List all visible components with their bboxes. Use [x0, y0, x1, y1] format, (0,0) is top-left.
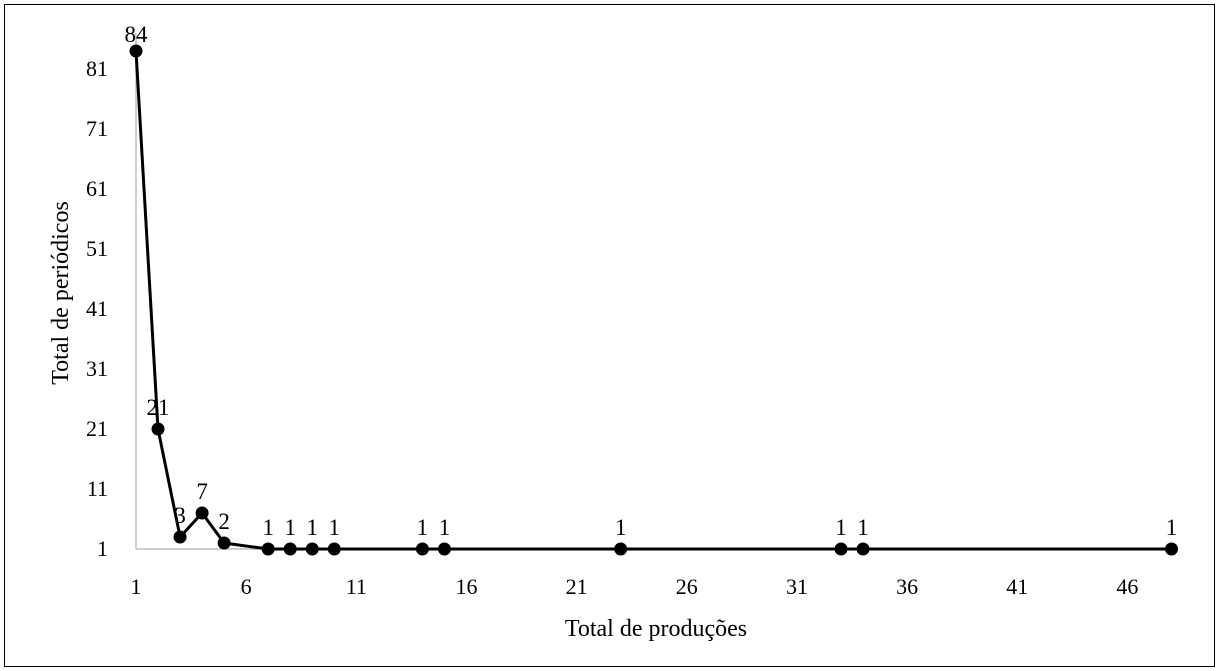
- data-label: 1: [615, 515, 627, 540]
- series-line: [134, 50, 1172, 551]
- y-tick-label: 51: [86, 236, 108, 261]
- data-label: 3: [174, 503, 186, 528]
- x-tick-label: 26: [676, 574, 698, 599]
- data-point: [856, 542, 870, 556]
- x-tick-label: 36: [896, 574, 918, 599]
- data-label: 7: [196, 479, 208, 504]
- data-point: [415, 542, 429, 556]
- x-tick-label: 31: [786, 574, 808, 599]
- data-label: 21: [147, 395, 170, 420]
- data-point: [437, 542, 451, 556]
- x-tick-label: 46: [1116, 574, 1138, 599]
- y-tick-label: 71: [86, 116, 108, 141]
- y-tick-label: 11: [87, 476, 108, 501]
- data-point: [129, 44, 143, 58]
- data-label: 1: [262, 515, 274, 540]
- x-tick-label: 6: [241, 574, 252, 599]
- x-axis-title: Total de produções: [565, 616, 747, 642]
- data-label: 84: [125, 22, 149, 47]
- data-point: [327, 542, 341, 556]
- data-point: [834, 542, 848, 556]
- data-point: [173, 530, 187, 544]
- data-point: [305, 542, 319, 556]
- series: [129, 44, 1178, 556]
- x-tick-label: 21: [566, 574, 588, 599]
- y-tick-label: 81: [86, 56, 108, 81]
- y-tick-label: 61: [86, 176, 108, 201]
- data-label: 1: [417, 515, 429, 540]
- data-label: 1: [857, 515, 869, 540]
- data-point: [217, 536, 231, 550]
- y-tick-label: 21: [86, 416, 108, 441]
- y-axis-title: Total de periódicos: [48, 201, 74, 385]
- data-label: 1: [439, 515, 451, 540]
- data-point: [614, 542, 628, 556]
- data-label: 2: [218, 509, 230, 534]
- chart-frame: [4, 4, 1215, 667]
- x-tick-label: 16: [455, 574, 477, 599]
- x-tick-label: 41: [1006, 574, 1028, 599]
- y-tick-label: 41: [86, 296, 108, 321]
- data-point: [151, 422, 165, 436]
- data-point: [261, 542, 275, 556]
- x-tick-label: 11: [346, 574, 367, 599]
- data-point: [283, 542, 297, 556]
- data-label: 1: [329, 515, 341, 540]
- data-point: [195, 506, 209, 520]
- y-tick-label: 31: [86, 356, 108, 381]
- y-tick-label: 1: [97, 536, 108, 561]
- x-tick-label: 1: [131, 574, 142, 599]
- data-label: 1: [835, 515, 847, 540]
- data-label: 1: [284, 515, 296, 540]
- data-point: [1165, 542, 1178, 556]
- data-label: 1: [307, 515, 319, 540]
- axes: [135, 33, 1172, 550]
- data-label: 1: [1166, 515, 1178, 540]
- x-tick-labels: 1 6 11 16 21 26 31 36 41 46: [131, 574, 1139, 599]
